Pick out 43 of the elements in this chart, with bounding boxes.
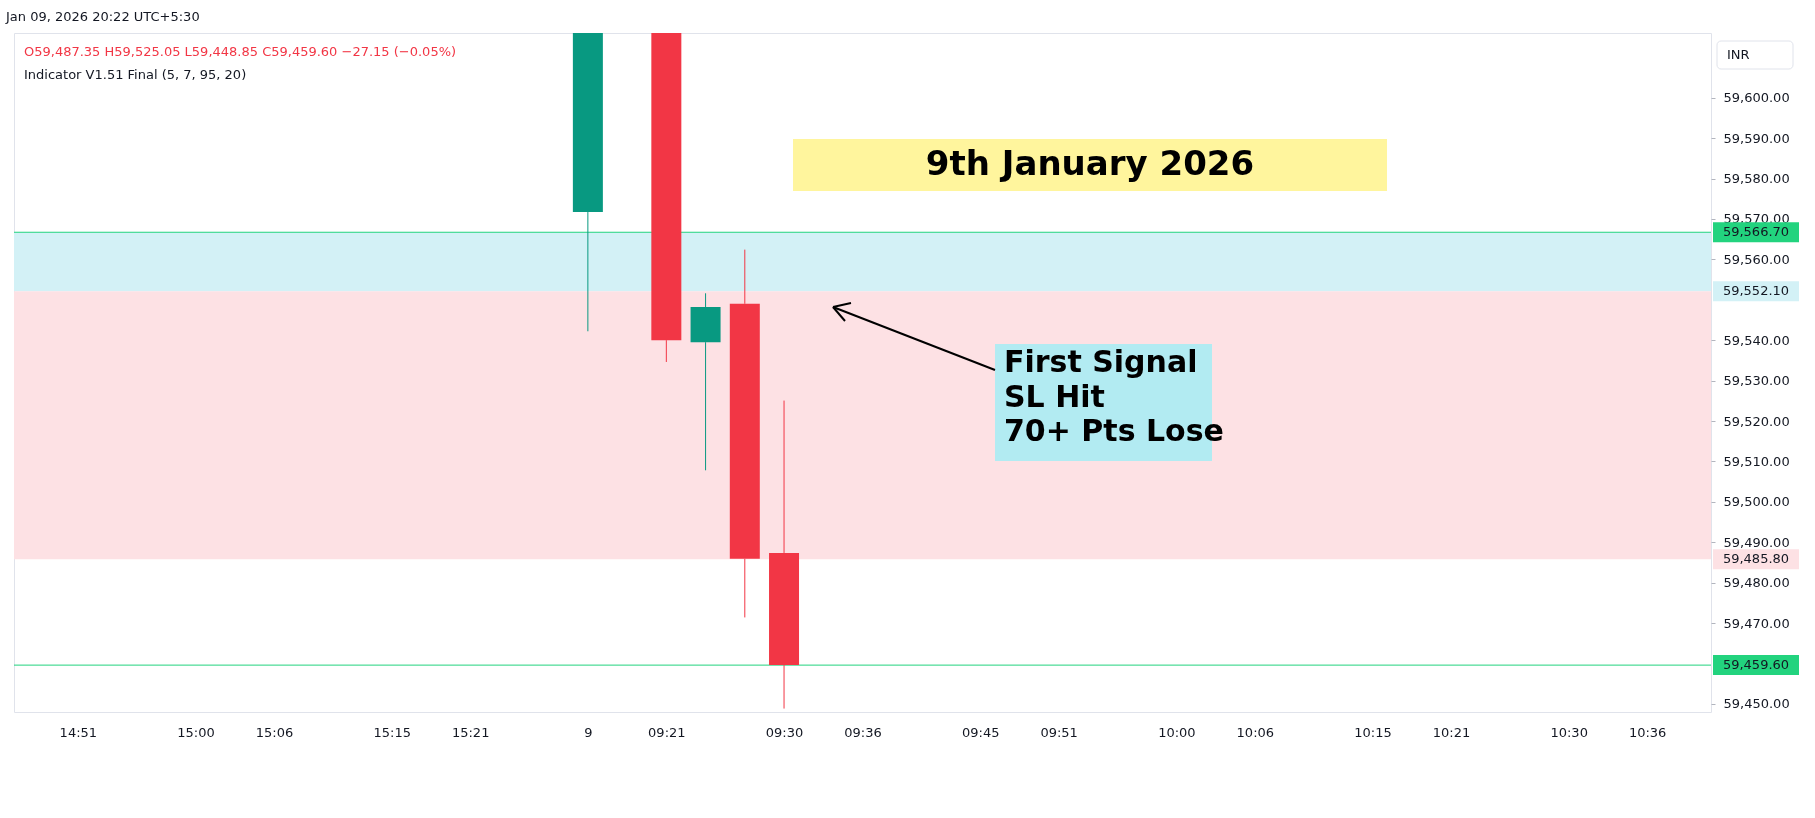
y-tick-label: 59,590.00 bbox=[1723, 130, 1790, 146]
x-tick-label: 09:51 bbox=[1040, 724, 1078, 740]
x-tick-label: 9 bbox=[584, 724, 593, 740]
x-tick-label: 09:45 bbox=[961, 724, 1000, 740]
band-label: 59,485.80 bbox=[1722, 551, 1790, 567]
x-tick-label: 15:21 bbox=[451, 724, 490, 740]
text: INR bbox=[1727, 47, 1750, 62]
x-tick-label: 09:36 bbox=[844, 724, 882, 740]
y-tick-label: 59,480.00 bbox=[1723, 575, 1790, 591]
annotation: O59,487.35 H59,525.05 L59,448.85 C59,459.60 −27.15 (−0.05%) bbox=[24, 44, 457, 59]
candlestick bbox=[690, 292, 721, 471]
x-tick-label: 09:21 bbox=[648, 724, 686, 740]
x-tick-label: 10:30 bbox=[1550, 724, 1588, 740]
x-tick-label: 15:15 bbox=[373, 724, 411, 740]
x-tick-label: 10:21 bbox=[1432, 724, 1471, 740]
x-tick-label: 10:15 bbox=[1354, 724, 1392, 740]
x-tick-label: 14:51 bbox=[59, 724, 98, 740]
y-tick-label: 59,470.00 bbox=[1723, 615, 1790, 631]
ref-line-label: 59,459.60 bbox=[1722, 657, 1790, 673]
x-tick-label: 15:06 bbox=[255, 724, 294, 740]
x-tick-label: 10:06 bbox=[1236, 724, 1275, 740]
text: 9th January 2026 bbox=[925, 143, 1255, 183]
ref-line-label: 59,566.70 bbox=[1722, 224, 1790, 240]
y-tick-label: 59,560.00 bbox=[1723, 251, 1790, 267]
y-tick-label: 59,500.00 bbox=[1723, 494, 1790, 510]
y-tick-label: 59,490.00 bbox=[1723, 534, 1790, 550]
annotation: First Signal SL Hit 70+ Pts Lose bbox=[1004, 344, 1224, 448]
y-tick-label: 59,530.00 bbox=[1723, 373, 1790, 389]
y-tick-label: 59,580.00 bbox=[1723, 171, 1790, 186]
candlestick bbox=[729, 249, 760, 618]
y-tick-label: 59,600.00 bbox=[1723, 90, 1790, 106]
x-tick-label: 10:00 bbox=[1158, 724, 1196, 740]
candlestick bbox=[769, 400, 800, 710]
y-tick-label: 59,540.00 bbox=[1723, 332, 1790, 348]
annotation: Indicator V1.51 Final (5, 7, 95, 20) bbox=[24, 67, 247, 82]
x-tick-label: 10:36 bbox=[1628, 724, 1667, 740]
y-tick-label: 59,520.00 bbox=[1723, 413, 1790, 429]
text: Jan 09, 2026 20:22 UTC+5:30 bbox=[5, 9, 200, 24]
y-tick-label: 59,450.00 bbox=[1723, 696, 1790, 712]
band-label: 59,552.10 bbox=[1722, 283, 1790, 299]
y-tick-label: 59,510.00 bbox=[1723, 453, 1790, 469]
x-tick-label: 15:00 bbox=[177, 724, 215, 740]
x-tick-label: 09:30 bbox=[765, 724, 804, 740]
